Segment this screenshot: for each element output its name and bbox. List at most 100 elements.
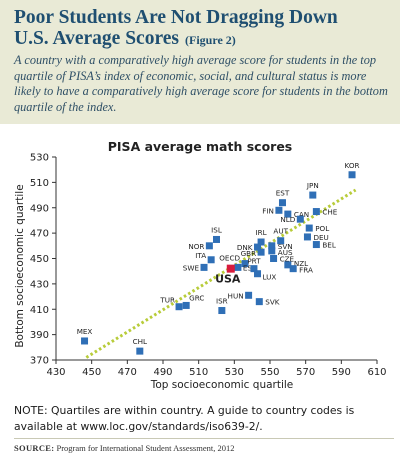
- point-label-chl: CHL: [133, 337, 147, 346]
- point-deu: [303, 233, 311, 241]
- y-tick-label: 470: [30, 229, 49, 240]
- title-line-1: Poor Students Are Not Dragging Down: [14, 7, 338, 28]
- x-tick-label: 470: [118, 367, 137, 378]
- point-isr: [218, 307, 226, 315]
- x-tick-label: 590: [332, 367, 351, 378]
- page-title: Poor Students Are Not Dragging Down U.S.…: [14, 7, 394, 51]
- point-pol: [305, 224, 313, 232]
- x-tick-label: 510: [189, 367, 208, 378]
- point-ita: [207, 256, 215, 264]
- point-che: [312, 208, 320, 216]
- point-jpn: [309, 191, 317, 199]
- point-svn: [268, 242, 276, 250]
- x-tick-label: 530: [225, 367, 244, 378]
- y-axis-label: Bottom socioeconomic quartile: [14, 184, 26, 347]
- point-label-oecd: OECD: [219, 254, 240, 263]
- point-label-gbr: GBR: [241, 249, 257, 258]
- point-esp: [234, 263, 242, 271]
- point-fin: [275, 206, 283, 214]
- x-axis-label: Top socioeconomic quartile: [150, 379, 294, 391]
- point-label-esp: ESP: [243, 263, 257, 272]
- point-label-tur: TUR: [159, 296, 175, 305]
- subtitle: A country with a comparatively high aver…: [14, 53, 388, 114]
- point-est: [278, 199, 286, 207]
- point-label-nor: NOR: [188, 242, 204, 251]
- point-label-pol: POL: [315, 224, 329, 233]
- point-swe: [200, 263, 208, 271]
- point-label-nzl: NZL: [294, 259, 308, 268]
- point-label-swe: SWE: [183, 263, 200, 272]
- point-label-usa: USA: [215, 273, 241, 286]
- x-tick-label: 550: [260, 367, 279, 378]
- point-prt: [250, 265, 258, 273]
- point-fra: [289, 265, 297, 273]
- y-tick-label: 450: [30, 254, 49, 265]
- point-isl: [213, 235, 220, 243]
- point-can: [284, 210, 292, 218]
- point-mex: [81, 337, 89, 345]
- note-text: NOTE: Quartiles are within country. A gu…: [14, 404, 355, 433]
- point-label-isl: ISL: [211, 225, 222, 234]
- header-panel: Poor Students Are Not Dragging Down U.S.…: [0, 0, 400, 124]
- point-label-svk: SVK: [265, 298, 279, 307]
- divider: [14, 438, 394, 439]
- axes: 430 450 470 490 510 530 550 570 590 610 370 390 410 4…: [30, 153, 387, 379]
- point-label-dnk: DNK: [237, 243, 253, 252]
- point-kor: [348, 171, 356, 179]
- point-label-bel: BEL: [322, 241, 335, 250]
- point-label-fra: FRA: [299, 266, 313, 275]
- point-label-aut: AUT: [273, 227, 288, 236]
- y-tick-label: 510: [30, 178, 49, 189]
- point-label-nld: NLD: [280, 215, 295, 224]
- point-label-aus: AUS: [278, 248, 293, 257]
- point-svk: [255, 298, 263, 306]
- point-label-deu: DEU: [313, 233, 328, 242]
- point-label-hun: HUN: [228, 291, 244, 300]
- point-bel: [312, 241, 320, 249]
- point-label-lux: LUX: [263, 273, 277, 282]
- x-tick-label: 610: [367, 367, 386, 378]
- point-label-irl: IRL: [256, 228, 267, 237]
- point-irl: [257, 238, 265, 246]
- point-label-prt: PRT: [247, 257, 261, 266]
- point-label-fin: FIN: [262, 206, 274, 215]
- point-chl: [136, 347, 144, 355]
- x-tick-label: 430: [46, 367, 65, 378]
- point-gbr: [257, 248, 265, 256]
- point-label-cze: CZE: [280, 255, 295, 264]
- point-aut: [277, 237, 285, 245]
- point-label-jpn: JPN: [306, 181, 319, 190]
- x-tick-label: 450: [82, 367, 101, 378]
- point-label-kor: KOR: [345, 161, 360, 170]
- x-tick-label: 490: [153, 367, 172, 378]
- point-dnk: [254, 243, 262, 251]
- point-hun: [245, 291, 253, 299]
- point-label-svn: SVN: [278, 242, 293, 251]
- point-label-can: CAN: [294, 210, 309, 219]
- x-tick-label: 570: [296, 367, 315, 378]
- y-tick-label: 530: [30, 153, 49, 164]
- source-line: SOURCE: Program for International Studen…: [14, 443, 235, 453]
- y-tick-label: 490: [30, 203, 49, 214]
- point-nld: [296, 215, 304, 223]
- point-nor: [205, 242, 213, 250]
- point-label-est: EST: [276, 189, 290, 198]
- source-label: SOURCE:: [14, 443, 55, 453]
- point-lux: [254, 270, 262, 278]
- y-tick-label: 410: [30, 305, 49, 316]
- figure-label: (Figure 2): [185, 33, 236, 47]
- point-label-ita: ITA: [195, 251, 206, 260]
- chart-title: PISA average math scores: [107, 139, 293, 154]
- point-tur: [175, 303, 183, 311]
- title-line-2: U.S. Average Scores: [14, 28, 179, 49]
- scatter-plot: 430 450 470 490 510 530 550 570 590 610 370 390 410 4…: [14, 153, 387, 392]
- point-oecd: [241, 260, 249, 268]
- point-label-grc: GRC: [189, 293, 204, 302]
- point-label-che: CHE: [322, 208, 337, 217]
- source-text: Program for International Student Assess…: [56, 443, 235, 453]
- point-label-mex: MEX: [77, 327, 93, 336]
- y-tick-label: 390: [30, 330, 49, 341]
- point-nzl: [284, 261, 292, 269]
- point-grc: [182, 301, 190, 309]
